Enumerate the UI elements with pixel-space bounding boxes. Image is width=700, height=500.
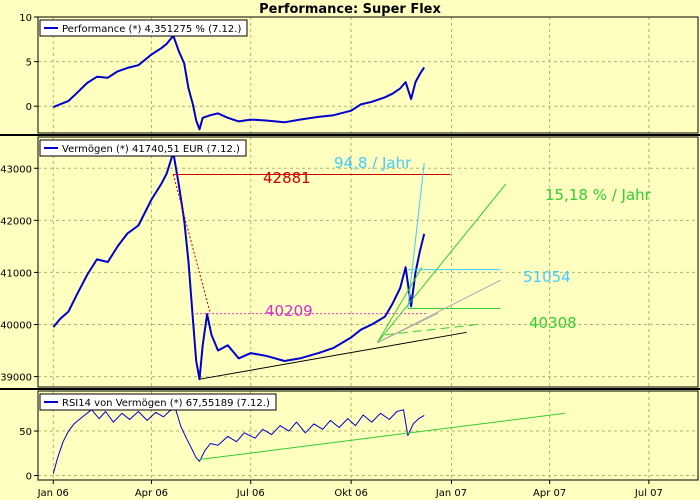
annotation-label: 40308 (529, 314, 577, 332)
legend-label: RSI14 von Vermögen (*) 67,55189 (7.12.) (62, 398, 270, 409)
y-tick-label: 41000 (0, 268, 32, 279)
chart-panel-1: 0 5 10 Performance (*) 4,351275 % (7.12.) (19, 13, 699, 134)
y-tick-label: 0 (26, 102, 32, 113)
chart-panel-3: 0 50 RSI14 von Vermögen (*) 67,55189 (7.12… (19, 390, 699, 483)
trend-line (199, 331, 467, 380)
legend: RSI14 von Vermögen (*) 67,55189 (7.12.) (39, 393, 277, 411)
x-tick-label: Jan 07 (435, 488, 467, 499)
y-tick-label: 42000 (0, 216, 32, 227)
y-tick-label: 5 (26, 58, 32, 69)
trend-line (377, 312, 439, 344)
x-tick-label: Jul 07 (634, 488, 663, 499)
y-tick-label: 10 (19, 13, 32, 24)
panel-frame (37, 16, 699, 134)
x-tick-label: Jan 06 (37, 488, 69, 499)
series-line-1 (52, 151, 426, 381)
trend-line (199, 412, 565, 461)
trend-line (376, 183, 507, 344)
legend-box (39, 19, 248, 37)
x-axis: Jan 06 Apr 06 Jul 06 Okt 06 Jan 07 Apr 07 Jul … (37, 480, 663, 499)
x-tick-label: Okt 06 (334, 488, 368, 499)
series-line-1 (52, 408, 425, 474)
legend-label: Performance (*) 4,351275 % (7.12.) (62, 24, 241, 35)
x-tick-label: Jul 06 (236, 488, 265, 499)
panel-frame (37, 390, 699, 481)
trend-line (376, 266, 423, 343)
trend-line (172, 174, 211, 314)
y-tick-label: 50 (19, 427, 32, 438)
annotation-label: 40209 (265, 302, 313, 320)
legend-label: Vermögen (*) 41740,51 EUR (7.12.) (62, 144, 240, 155)
chart-title: Performance: Super Flex (259, 2, 441, 17)
y-tick-label: 43000 (0, 164, 32, 175)
annotation-label: 51054 (523, 268, 571, 286)
panel-frame (37, 136, 699, 388)
series-line-1 (52, 34, 426, 131)
annotation-label: 42881 (263, 169, 311, 187)
legend: Vermögen (*) 41740,51 EUR (7.12.) (39, 139, 247, 157)
x-tick-label: Apr 07 (533, 488, 566, 499)
chart-panel-2: 39000 40000 41000 42000 43000 94,8 / Jahr 4288… (0, 136, 699, 388)
annotation-label: 15,18 % / Jahr (545, 186, 652, 204)
x-tick-label: Apr 06 (135, 488, 168, 499)
trend-line (384, 324, 478, 336)
trend-line (407, 162, 425, 309)
legend-box (39, 393, 277, 411)
y-tick-label: 40000 (0, 321, 32, 332)
legend-box (39, 139, 247, 157)
annotation-label: 94,8 / Jahr (334, 154, 412, 172)
y-tick-label: 39000 (0, 373, 32, 384)
legend: Performance (*) 4,351275 % (7.12.) (39, 19, 248, 37)
y-tick-label: 0 (26, 472, 32, 483)
